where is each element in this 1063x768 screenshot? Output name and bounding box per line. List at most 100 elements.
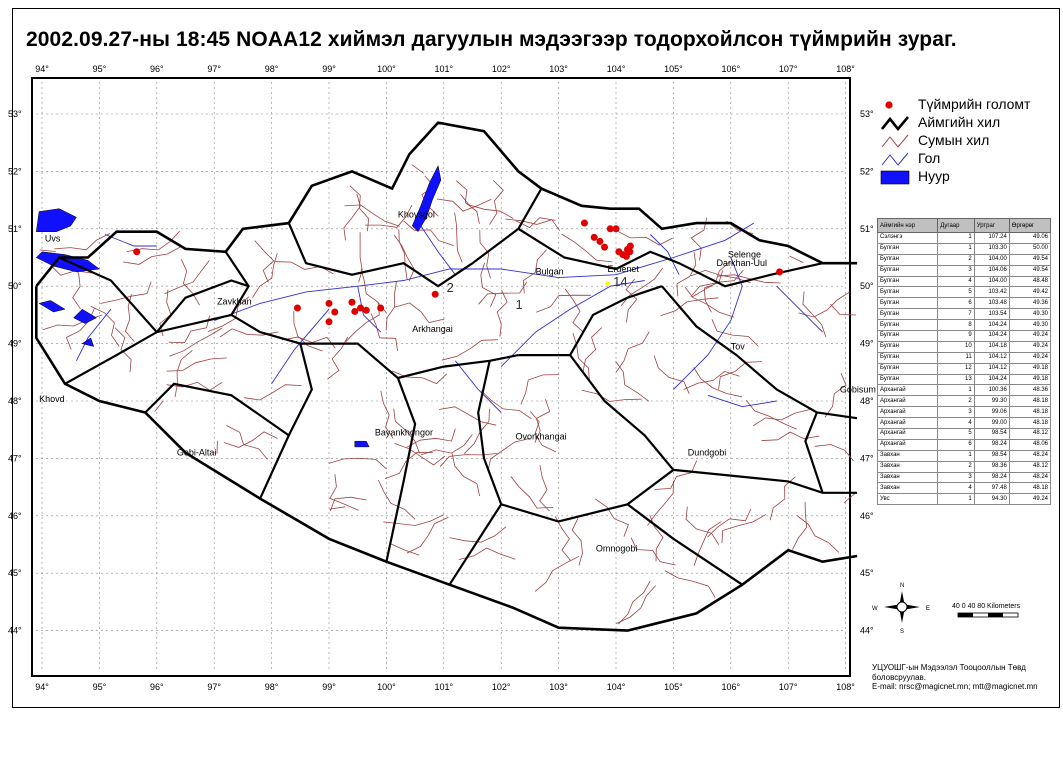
fire-coordinates-table: Аймгийн нэр Дугаар Уртраг Өргөрөг Сэлэнгэ 1 1… [876,218,1052,506]
table-row: Завхан 4 97.48 48.18 [876,482,1052,495]
sum-border-line [581,389,642,402]
credit-line: E-mail: nrsc@magicnet.mn; mtt@magicnet.m… [872,682,1038,691]
table-header-cell: Дугаар [937,218,975,233]
lon-tick-label-bottom: 97° [207,682,221,692]
fire-dot-icon [885,101,893,109]
table-cell: 98.54 [973,428,1010,440]
sum-border-line [534,555,580,592]
fire-point [351,307,359,315]
aimag-label: Selenge [728,250,761,260]
lon-tick-label-top: 94° [35,64,49,74]
table-cell: 94.30 [973,493,1010,506]
lon-tick-label-bottom: 98° [265,682,279,692]
river-icon [881,152,909,166]
sum-border-line [618,580,651,625]
lat-tick-label-right: 46° [860,511,874,521]
sum-border-line [616,585,656,624]
aimag-border-icon [880,116,909,131]
compass-rose: N S E W [872,583,930,635]
lat-tick-label-right: 49° [860,339,874,349]
sum-border-line [690,261,731,297]
sum-border-line [329,474,359,511]
sum-border-line [478,281,528,305]
table-cell: 104.06 [973,264,1010,277]
river-line [104,234,157,247]
aimag-border-line [287,188,543,288]
table-cell: 49.18 [1008,373,1052,386]
fire-point [776,268,784,276]
sum-border-line [454,212,463,263]
lat-tick-label-right: 45° [860,568,874,578]
sum-border-line [496,290,508,337]
sum-border-line [439,453,498,467]
table-cell: Булган [876,373,939,386]
table-cell: Булган [876,275,939,288]
table-cell: 49.06 [1008,232,1052,244]
sum-border-line [684,286,735,318]
sum-border-line [520,374,560,405]
map-frame [12,8,1060,708]
table-cell: 8 [937,319,975,332]
table-cell: 104.12 [973,351,1010,364]
sum-border-line [654,460,698,490]
aimag-border-line [518,285,663,357]
table-header-cell: Өргөрөг [1008,218,1052,233]
legend-label: Аймгийн хил [918,114,1001,130]
table-body: Сэлэнгэ 1 107.24 49.06 Булган 1 103.30 50.00 Бул… [876,232,1052,506]
lon-tick-label-bottom: 107° [779,682,798,692]
lon-tick-label-top: 104° [607,64,626,74]
sum-border-line [463,408,490,454]
aimag-label: Uvs [45,233,61,243]
table-cell: 49.24 [1008,351,1052,364]
credit-line: боловсруулав. [872,672,926,682]
sum-border-line [398,229,408,280]
sum-border-line [384,451,433,480]
scale-bar [957,612,1019,618]
sum-border-line [365,205,413,228]
lat-tick-label-right: 48° [860,396,874,406]
aimag-label: Gobisum [840,384,876,394]
table-row: Увс 1 94.30 49.24 [876,493,1052,506]
aimag-border-line [58,256,158,333]
aimag-label: Khovd [39,394,65,404]
table-cell: Булган [876,264,939,277]
sum-border-line [534,399,551,443]
table-row: Булган 3 104.06 49.54 [876,264,1052,277]
sum-border-line [460,194,514,219]
sum-border-line [802,291,827,338]
sum-border-line [690,217,708,261]
lon-tick-label-top: 97° [207,64,221,74]
sum-border-line [393,234,415,282]
table-cell: 104.18 [973,340,1010,353]
table-cell: 49.42 [1008,286,1052,299]
river-line [707,394,777,408]
table-cell: 48.48 [1008,275,1052,288]
lat-tick-label-right: 44° [860,626,874,636]
lat-tick-label-left: 44° [8,626,22,636]
sum-border-line [814,444,854,462]
fire-point [293,304,301,312]
sum-border-line [393,408,420,454]
sum-border-line [479,230,491,279]
table-cell: 1 [937,232,975,244]
table-cell: 49.30 [1008,319,1052,332]
lon-tick-label-top: 99° [322,64,336,74]
aimag-border-line [673,468,858,494]
sum-border-line [455,180,480,224]
river-line [357,286,382,333]
river-line [776,285,823,333]
table-cell: 49.24 [1008,493,1052,506]
lake-shape [81,337,95,347]
table-cell: Булган [876,286,939,299]
table-cell: 100.36 [973,384,1010,397]
table-row: Архангай 3 99.06 48.18 [876,406,1052,419]
lon-tick-label-bottom: 100° [377,682,396,692]
sum-border-line [615,360,650,402]
table-cell: 9 [937,330,975,342]
fire-point [325,299,333,307]
sum-border-line [380,390,394,439]
fire-point-yellow [605,281,610,286]
aimag-label: Arkhangai [412,324,453,334]
sum-borders [39,164,856,625]
table-row: Булган 4 104.00 48.48 [876,275,1052,288]
